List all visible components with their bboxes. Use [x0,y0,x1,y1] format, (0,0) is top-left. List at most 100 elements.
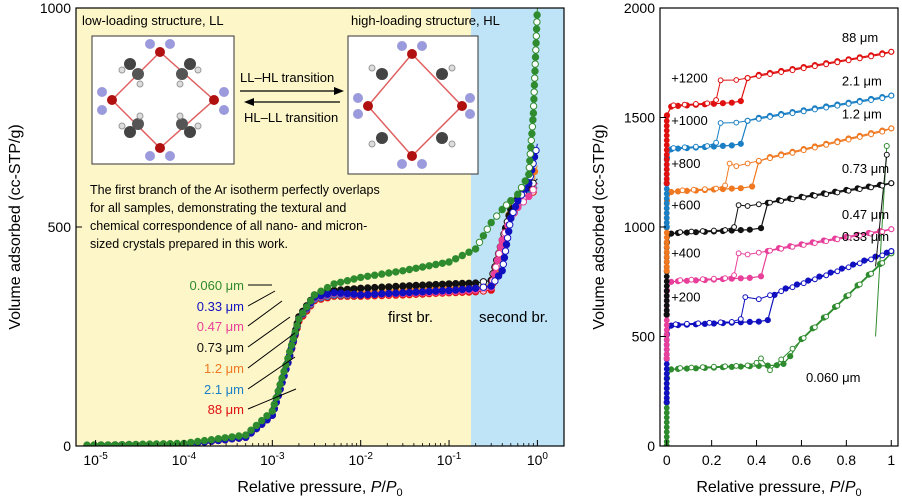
right-series-name-label: 0.060 μm [806,370,860,385]
right-data-point [782,285,789,292]
left-data-point [405,265,414,274]
left-data-point [530,81,539,89]
right-data-point [704,100,711,107]
first-branch-label: first br. [388,309,433,326]
right-data-point [744,203,751,209]
right-data-point [733,163,740,170]
left-legend-label: 2.1 μm [204,382,244,397]
right-data-point [856,260,863,267]
left-data-point [526,150,534,158]
left-data-point [479,283,488,291]
left-data-point [385,283,393,291]
left-data-point [425,287,433,296]
left-data-point [357,291,365,299]
right-data-point [663,327,670,333]
left-data-point [530,95,538,103]
left-data-point [533,18,541,26]
left-data-point [501,247,510,255]
right-data-point [883,151,890,158]
right-data-point [755,296,762,303]
right-y-tick-label: 1500 [624,110,655,126]
left-data-point [295,315,303,323]
left-data-point [357,284,365,292]
left-data-point [532,25,541,33]
left-data-point [531,74,539,82]
left-legend-leader [247,300,283,327]
right-data-point [787,353,794,360]
right-data-point [888,48,895,55]
left-data-point [533,11,541,19]
right-data-point [735,202,742,209]
back-arrow-head [244,98,254,106]
left-data-point [418,263,427,271]
right-data-point [731,272,737,279]
right-data-point [663,341,670,348]
right-series-name-label: 0.73 μm [842,161,889,176]
right-data-point [663,429,670,435]
left-data-point [487,282,495,290]
left-data-point [371,283,379,292]
right-data-point [663,409,670,416]
left-data-point [412,264,420,272]
right-x-tick-label: 0.6 [792,452,812,468]
overlap-note: The first branch of the Ar isotherm perf… [90,183,380,251]
right-series-group [663,48,895,446]
right-data-point [789,110,796,117]
right-data-point [663,273,670,280]
right-data-point [663,394,670,401]
right-data-point [753,359,760,366]
left-data-point [343,290,352,298]
right-data-point [755,249,762,256]
left-data-point [385,289,393,298]
right-x-tick-label: 0 [663,452,671,468]
right-data-point [717,120,724,126]
right-data-point [663,283,670,290]
left-x-axis-title: Relative pressure, P/P0 [237,479,402,499]
left-data-point [399,267,407,275]
left-data-point [507,197,515,205]
right-series-labels: 0.060 μm 0.33 μm +200 0.47 μm +400 0.73 μm +60… [671,30,889,385]
left-x-tick-label: 100 [527,451,549,468]
left-data-point [278,374,286,382]
right-series [663,248,895,406]
left-data-point [280,367,288,376]
right-data-point [733,119,740,126]
right-data-point [677,365,684,371]
right-data-point [800,108,807,115]
right-data-point [693,101,699,107]
right-data-point [856,232,863,239]
left-data-point [90,441,98,446]
left-data-point [458,285,466,294]
left-data-point [514,197,522,205]
right-data-point [737,140,744,147]
left-data-point [286,348,294,356]
left-data-point [337,278,345,286]
right-data-point [868,256,874,263]
right-data-point [767,292,773,299]
right-data-point [663,433,670,440]
right-data-point [663,147,670,153]
right-data-point [663,351,670,357]
left-data-point [378,290,386,298]
overlap-note-line-1: The first branch of the Ar isotherm perf… [90,183,380,197]
left-data-point [303,303,311,311]
left-data-point [111,441,119,446]
right-data-point [663,375,670,382]
right-series-name-label: 0.33 μm [842,229,889,244]
left-data-point [371,271,379,279]
left-data-point [242,431,250,439]
right-data-point [823,104,830,111]
right-offset-label: +1000 [671,113,708,128]
left-data-point [498,267,506,275]
right-data-point [663,263,670,270]
left-data-point [529,116,537,124]
right-x-tick-label: 0.4 [747,452,767,468]
left-data-point [83,441,91,446]
right-data-point [726,160,733,167]
right-data-point [731,224,737,230]
right-data-point [834,102,841,109]
right-data-point [735,250,742,257]
left-data-point [465,285,473,293]
right-data-point [834,139,841,146]
right-data-point [722,182,728,189]
